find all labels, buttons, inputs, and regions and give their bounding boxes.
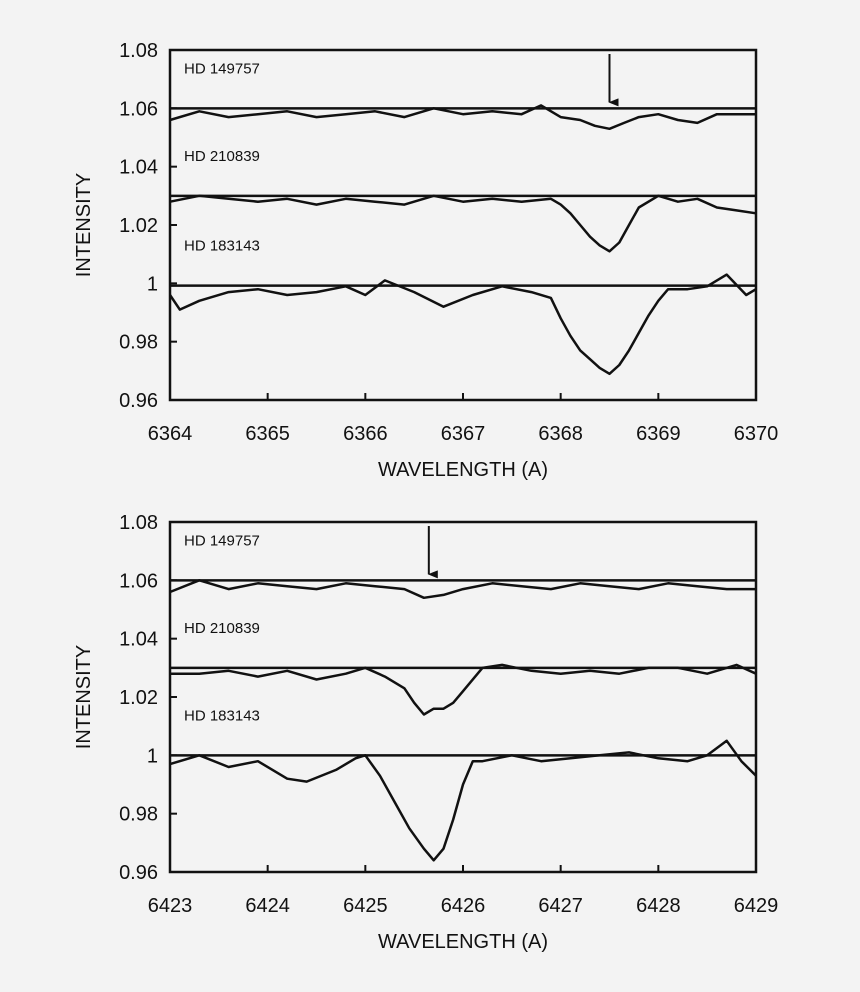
y-tick-label: 0.98 — [119, 332, 158, 354]
series-label: HD 210839 — [184, 620, 260, 637]
y-axis-title: INTENSITY — [73, 645, 95, 749]
series-label: HD 183143 — [184, 707, 260, 724]
series-label: HD 210839 — [184, 148, 260, 165]
y-tick-label: 1.02 — [119, 687, 158, 709]
x-tick-label: 6427 — [538, 895, 583, 917]
plot-frame — [168, 48, 758, 402]
x-tick-label: 6428 — [636, 895, 681, 917]
y-tick-label: 0.96 — [119, 390, 158, 412]
x-tick-label: 6425 — [343, 895, 388, 917]
y-tick-label: 1 — [147, 745, 158, 767]
plot-frame — [168, 520, 758, 874]
x-axis-title: WAVELENGTH (A) — [378, 459, 548, 481]
spectrum-line — [168, 273, 757, 376]
x-tick-label: 6423 — [148, 895, 193, 917]
x-tick-label: 6424 — [245, 895, 290, 917]
top-spectrum-panel: 0.96 0.98 1 1.02 1.04 1.06 1.08 6364 6365 6366 636… — [73, 40, 778, 481]
x-tick-label: 6426 — [441, 895, 486, 917]
bottom-spectrum-panel: 0.96 0.98 1 1.02 1.04 1.06 1.08 6423 6424 6425 642… — [73, 512, 778, 953]
y-tick-label: 1.04 — [119, 157, 158, 179]
series-label: HD 149757 — [184, 60, 260, 77]
y-tick-label: 0.98 — [119, 804, 158, 826]
series-label: HD 149757 — [184, 532, 260, 549]
x-tick-label: 6368 — [538, 423, 583, 445]
y-tick-label: 1.04 — [119, 629, 158, 651]
y-tick-label: 1.08 — [119, 40, 158, 62]
spectrum-line — [169, 104, 756, 131]
spectrum-line — [170, 663, 757, 716]
x-tick-label: 6366 — [343, 423, 388, 445]
spectrum-line — [169, 739, 757, 862]
x-tick-label: 6367 — [441, 423, 486, 445]
x-tick-label: 6364 — [148, 423, 193, 445]
y-tick-label: 1.02 — [119, 215, 158, 237]
spectrum-line — [169, 579, 756, 600]
series-label: HD 183143 — [184, 238, 260, 255]
x-tick-label: 6370 — [734, 423, 779, 445]
x-tick-label: 6365 — [245, 423, 290, 445]
y-tick-label: 1.08 — [119, 512, 158, 534]
y-tick-label: 0.96 — [119, 862, 158, 884]
x-tick-label: 6369 — [636, 423, 681, 445]
x-tick-label: 6429 — [734, 895, 779, 917]
x-axis-title: WAVELENGTH (A) — [378, 931, 548, 953]
spectrum-line — [169, 194, 757, 253]
y-tick-label: 1 — [147, 273, 158, 295]
y-tick-label: 1.06 — [119, 98, 158, 120]
y-axis-title: INTENSITY — [73, 173, 95, 277]
y-tick-label: 1.06 — [119, 570, 158, 592]
